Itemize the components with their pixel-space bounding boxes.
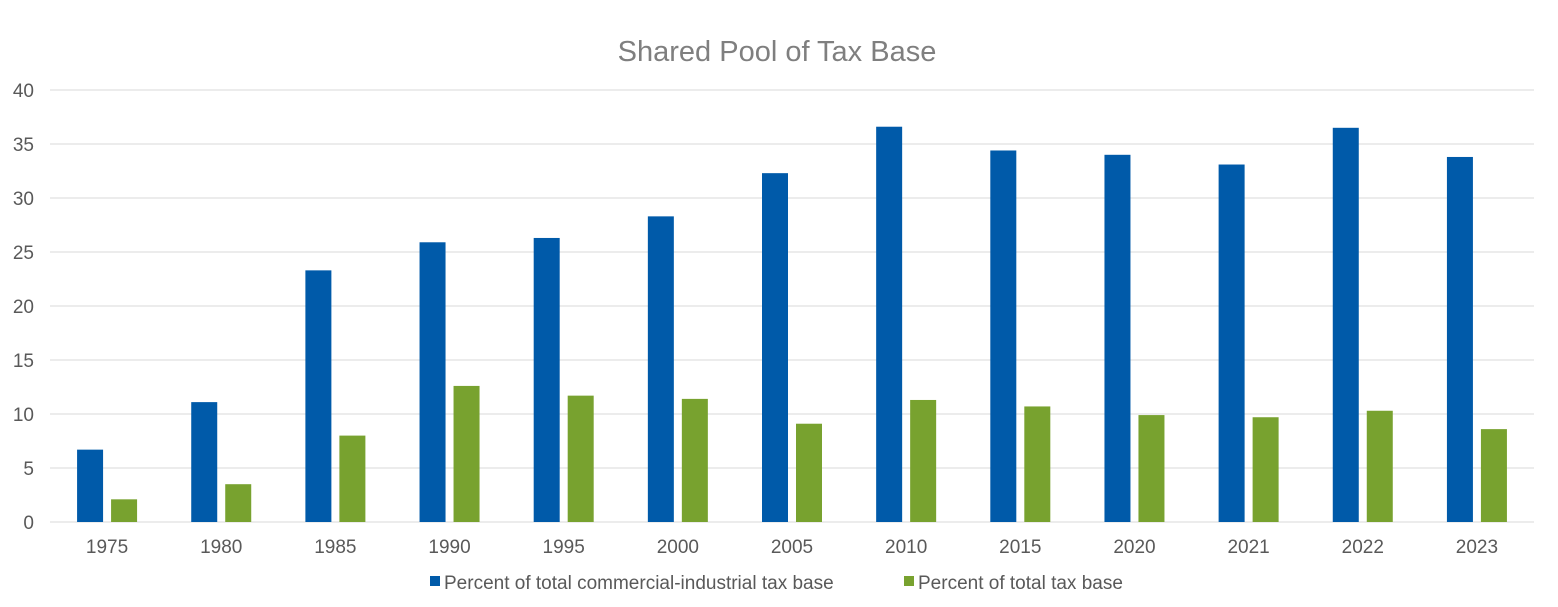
- bar-total-1985: [339, 435, 366, 522]
- x-tick-label: 2021: [1227, 537, 1269, 558]
- y-tick-label: 20: [13, 297, 34, 318]
- y-tick-label: 30: [13, 189, 34, 210]
- y-tick-label: 10: [13, 405, 34, 426]
- bar-commercial-industrial-2021: [1218, 164, 1245, 522]
- bar-total-2010: [910, 399, 937, 522]
- bar-commercial-industrial-2005: [762, 173, 788, 522]
- y-tick-label: 40: [13, 81, 34, 102]
- x-tick-label: 1995: [543, 537, 585, 558]
- x-tick-label: 1975: [86, 537, 128, 558]
- x-tick-label: 2000: [657, 537, 699, 558]
- bar-commercial-industrial-1985: [305, 270, 332, 522]
- bar-commercial-industrial-2022: [1332, 127, 1359, 523]
- x-tick-label: 2005: [771, 537, 813, 558]
- bar-total-2021: [1252, 417, 1279, 522]
- y-tick-label: 35: [13, 135, 34, 156]
- x-tick-label: 2015: [999, 537, 1041, 558]
- bar-total-1975: [111, 499, 138, 522]
- bar-commercial-industrial-2000: [647, 216, 674, 523]
- chart-title: Shared Pool of Tax Base: [618, 36, 937, 68]
- y-tick-label: 15: [13, 351, 34, 372]
- bar-commercial-industrial-2023: [1446, 156, 1473, 522]
- bar-total-1990: [453, 385, 480, 522]
- bar-commercial-industrial-2015: [990, 150, 1017, 523]
- bar-commercial-industrial-1975: [77, 449, 104, 522]
- x-tick-label: 1985: [314, 537, 356, 558]
- bar-total-2022: [1366, 410, 1393, 522]
- x-tick-label: 2023: [1456, 537, 1498, 558]
- bar-total-2005: [796, 423, 822, 522]
- y-tick-label: 5: [23, 459, 34, 480]
- x-tick-label: 2020: [1113, 537, 1155, 558]
- legend-swatch: [430, 576, 440, 586]
- bar-total-2023: [1480, 429, 1507, 522]
- legend-label: Percent of total tax base: [918, 573, 1123, 594]
- x-tick-label: 1990: [428, 537, 470, 558]
- x-axis-ticks: 1975 1980 1985 1990 1995 2000 2005 2010 2015 2020…: [86, 537, 1498, 558]
- bar-commercial-industrial-2010: [876, 126, 903, 522]
- x-tick-label: 2022: [1342, 537, 1384, 558]
- x-tick-label: 2010: [885, 537, 927, 558]
- legend-label: Percent of total commercial-industrial t…: [444, 573, 834, 594]
- bar-commercial-industrial-1995: [533, 237, 560, 522]
- bar-commercial-industrial-2020: [1104, 154, 1131, 523]
- y-tick-label: 25: [13, 243, 34, 264]
- gridlines: [50, 89, 1534, 523]
- bar-commercial-industrial-1980: [191, 402, 218, 522]
- y-axis-ticks: 0 5 10 15 20 25 30 35 40: [13, 81, 34, 534]
- bar-total-2015: [1024, 406, 1051, 522]
- bar-total-2020: [1138, 415, 1165, 522]
- y-tick-label: 0: [23, 513, 34, 534]
- bar-total-1995: [567, 395, 594, 522]
- bar-total-2000: [681, 398, 708, 522]
- x-tick-label: 1980: [200, 537, 242, 558]
- legend-swatch: [904, 576, 914, 586]
- bar-commercial-industrial-1990: [419, 242, 446, 522]
- bars: [77, 126, 1507, 523]
- bar-total-1980: [225, 484, 252, 522]
- legend: Percent of total commercial-industrial t…: [430, 573, 1123, 594]
